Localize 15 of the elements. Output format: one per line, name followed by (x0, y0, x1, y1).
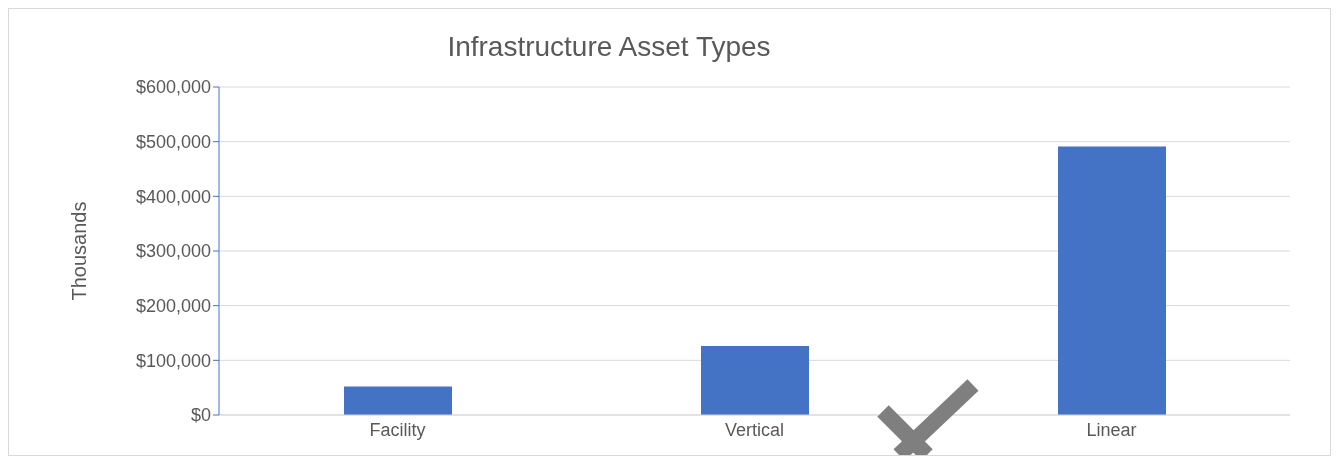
x-tick-label: Linear (1086, 419, 1137, 440)
y-tick-label: $0 (190, 405, 211, 426)
y-tick-label: $300,000 (135, 241, 211, 262)
chart-title: Infrastructure Asset Types (446, 31, 772, 63)
y-tick-label: $600,000 (135, 77, 211, 98)
bar (344, 386, 452, 415)
y-tick-label: $500,000 (135, 132, 211, 153)
y-tick-label: $400,000 (135, 186, 211, 207)
bar (701, 346, 809, 415)
bar (1058, 146, 1166, 415)
y-axis-title: Thousands (68, 201, 91, 301)
y-tick-label: $200,000 (135, 296, 211, 317)
y-tick-label: $100,000 (135, 350, 211, 371)
x-tick-label: Facility (369, 419, 426, 440)
x-tick-label: Vertical (724, 419, 785, 440)
